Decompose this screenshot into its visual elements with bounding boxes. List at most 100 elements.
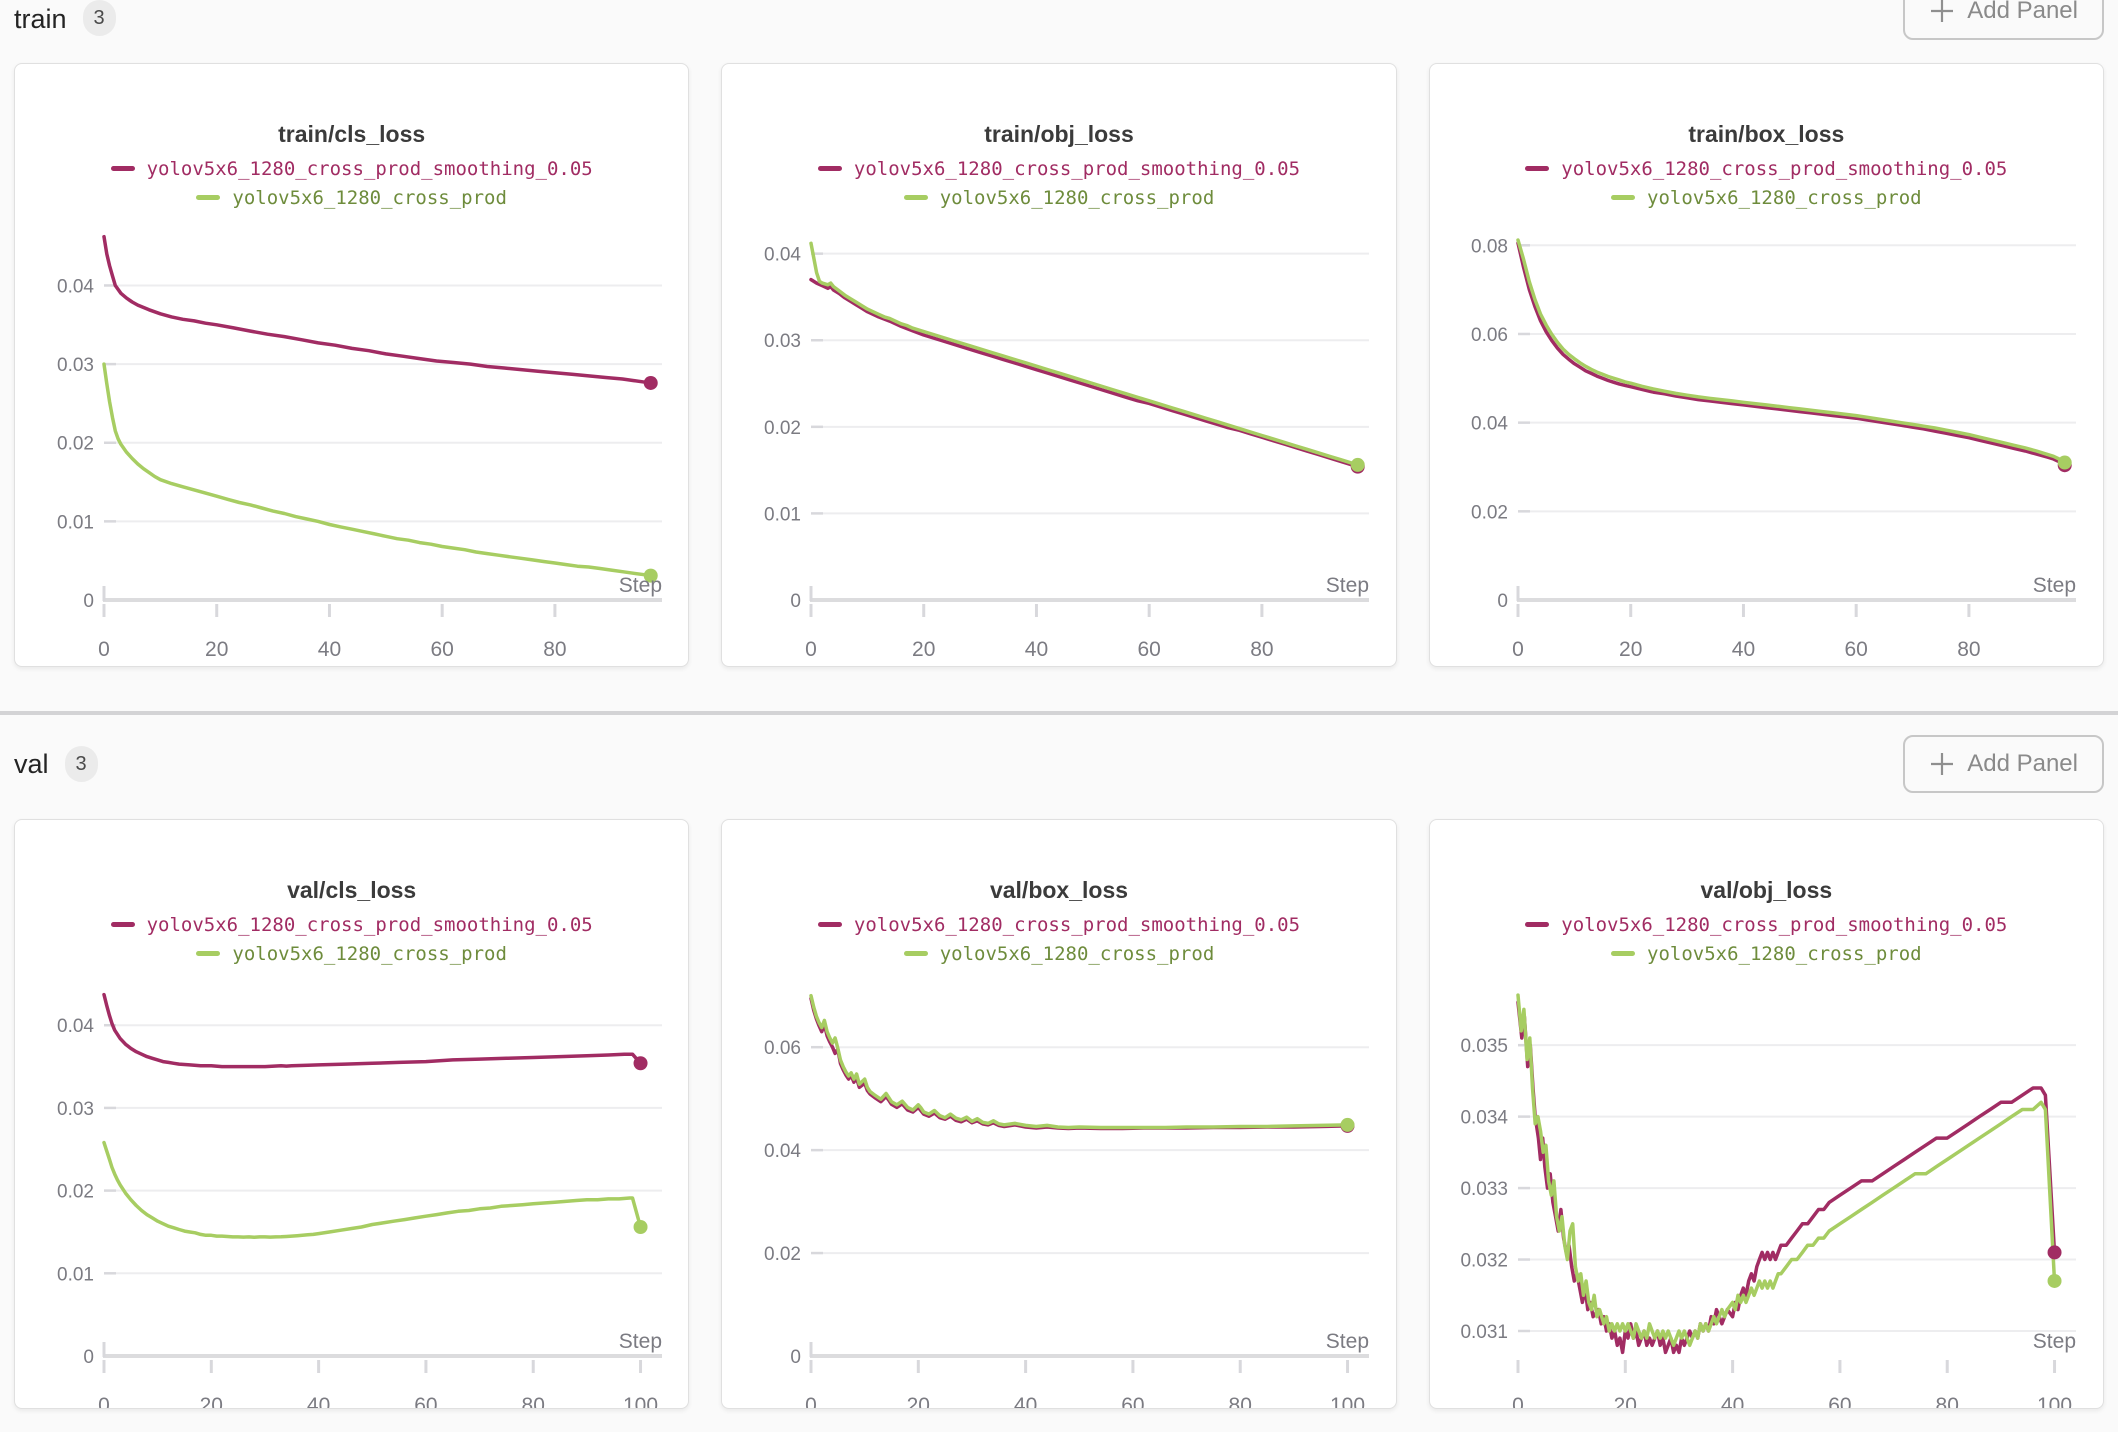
- svg-text:40: 40: [1014, 1394, 1037, 1409]
- chart-area[interactable]: 0 0.02 0.04 0.06 0 20 40 60 80 100 Step: [722, 978, 1395, 1409]
- svg-text:20: 20: [205, 638, 228, 661]
- svg-text:0: 0: [1498, 591, 1509, 612]
- plus-icon: [1929, 751, 1955, 777]
- chart-area[interactable]: 0.031 0.032 0.033 0.034 0.035 0 20 40 60 80 100 Ste…: [1430, 978, 2103, 1409]
- chart-area[interactable]: 0 0.02 0.04 0.06 0.08 0 20 40 60 80 Step: [1430, 222, 2103, 664]
- svg-text:0.04: 0.04: [57, 276, 94, 297]
- svg-text:0.02: 0.02: [57, 1182, 94, 1203]
- legend-item[interactable]: yolov5x6_1280_cross_prod_smoothing_0.05: [1430, 154, 2103, 183]
- svg-text:40: 40: [1721, 1394, 1744, 1409]
- chart-area[interactable]: 0 0.01 0.02 0.03 0.04 0 20 40 60 80 Step: [722, 222, 1395, 664]
- svg-text:80: 80: [543, 638, 566, 661]
- panel-row-val: val/cls_loss yolov5x6_1280_cross_prod_smo…: [14, 819, 2104, 1409]
- legend-item[interactable]: yolov5x6_1280_cross_prod_smoothing_0.05: [722, 154, 1395, 183]
- section-divider: [0, 711, 2118, 715]
- svg-text:0.02: 0.02: [764, 418, 801, 439]
- chart-panel: train/box_loss yolov5x6_1280_cross_prod_s…: [1428, 63, 2104, 667]
- svg-text:0.06: 0.06: [764, 1038, 801, 1059]
- svg-text:0.08: 0.08: [1471, 236, 1508, 257]
- svg-text:0: 0: [790, 591, 801, 612]
- legend-item[interactable]: yolov5x6_1280_cross_prod_smoothing_0.05: [1430, 910, 2103, 939]
- chart-title: val/cls_loss: [287, 877, 417, 903]
- svg-text:0.035: 0.035: [1461, 1036, 1509, 1057]
- legend-item[interactable]: yolov5x6_1280_cross_prod: [722, 183, 1395, 212]
- section-val: val 3 Add Panel val/cls_loss yolov5x6_128…: [0, 715, 2118, 1409]
- chart-area[interactable]: 0 0.01 0.02 0.03 0.04 0 20 40 60 80 Step: [15, 222, 688, 664]
- svg-text:60: 60: [1121, 1394, 1144, 1409]
- line-chart[interactable]: 0 0.01 0.02 0.03 0.04 0 20 40 60 80 100 Step: [26, 978, 678, 1409]
- line-chart[interactable]: 0 0.02 0.04 0.06 0.08 0 20 40 60 80 Step: [1440, 222, 2092, 664]
- svg-text:0.03: 0.03: [764, 331, 801, 352]
- svg-text:0: 0: [1512, 638, 1524, 661]
- x-axis-label: Step: [618, 1330, 661, 1353]
- legend-item[interactable]: yolov5x6_1280_cross_prod: [722, 939, 1395, 968]
- chart-title: val/obj_loss: [1700, 877, 1833, 903]
- svg-text:60: 60: [1137, 638, 1160, 661]
- legend-item[interactable]: yolov5x6_1280_cross_prod: [15, 939, 688, 968]
- svg-text:0.01: 0.01: [57, 512, 94, 533]
- plus-icon: [1929, 0, 1955, 24]
- svg-text:0: 0: [790, 1347, 801, 1368]
- svg-text:0.04: 0.04: [57, 1016, 94, 1037]
- chart-panel: val/box_loss yolov5x6_1280_cross_prod_smo…: [721, 819, 1397, 1409]
- legend-swatch-icon: [817, 922, 842, 927]
- chart-title: train/cls_loss: [278, 121, 426, 147]
- chart-area[interactable]: 0 0.01 0.02 0.03 0.04 0 20 40 60 80 100 Step: [15, 978, 688, 1409]
- legend-run-name: yolov5x6_1280_cross_prod: [939, 942, 1215, 965]
- svg-text:0: 0: [1512, 1394, 1524, 1409]
- legend-run-name: yolov5x6_1280_cross_prod: [232, 186, 507, 209]
- line-chart[interactable]: 0 0.02 0.04 0.06 0 20 40 60 80 100 Step: [733, 978, 1385, 1409]
- legend-item[interactable]: yolov5x6_1280_cross_prod_smoothing_0.05: [722, 910, 1395, 939]
- legend-swatch-icon: [110, 166, 135, 171]
- panel-row-train: train/cls_loss yolov5x6_1280_cross_prod_s…: [14, 63, 2104, 667]
- svg-text:0.02: 0.02: [764, 1244, 801, 1265]
- svg-text:0: 0: [98, 1394, 110, 1409]
- section-header-train: train 3 Add Panel: [14, 0, 2104, 40]
- line-chart[interactable]: 0.031 0.032 0.033 0.034 0.035 0 20 40 60 80 100 Ste…: [1440, 978, 2092, 1409]
- line-chart[interactable]: 0 0.01 0.02 0.03 0.04 0 20 40 60 80 Step: [26, 222, 678, 664]
- svg-text:0.04: 0.04: [764, 245, 801, 266]
- svg-text:100: 100: [2037, 1394, 2072, 1409]
- legend-item[interactable]: yolov5x6_1280_cross_prod: [15, 183, 688, 212]
- svg-text:40: 40: [307, 1394, 330, 1409]
- x-axis-label: Step: [618, 574, 661, 597]
- svg-text:20: 20: [1619, 638, 1642, 661]
- svg-text:0.02: 0.02: [1471, 502, 1508, 523]
- svg-text:60: 60: [1829, 1394, 1852, 1409]
- svg-text:20: 20: [199, 1394, 222, 1409]
- chart-legend: yolov5x6_1280_cross_prod_smoothing_0.05 y…: [1430, 154, 2103, 212]
- chart-title: train/box_loss: [1688, 121, 1845, 147]
- chart-legend: yolov5x6_1280_cross_prod_smoothing_0.05 y…: [1430, 910, 2103, 968]
- svg-text:0.04: 0.04: [764, 1141, 801, 1162]
- svg-text:0: 0: [805, 638, 817, 661]
- svg-text:20: 20: [1614, 1394, 1637, 1409]
- legend-swatch-icon: [196, 951, 221, 956]
- add-panel-label: Add Panel: [1967, 750, 2078, 777]
- x-axis-label: Step: [1326, 1330, 1369, 1353]
- legend-item[interactable]: yolov5x6_1280_cross_prod: [1430, 183, 2103, 212]
- add-panel-button-train[interactable]: Add Panel: [1903, 0, 2104, 40]
- legend-item[interactable]: yolov5x6_1280_cross_prod_smoothing_0.05: [15, 910, 688, 939]
- legend-item[interactable]: yolov5x6_1280_cross_prod_smoothing_0.05: [15, 154, 688, 183]
- legend-item[interactable]: yolov5x6_1280_cross_prod: [1430, 939, 2103, 968]
- chart-title: val/box_loss: [989, 877, 1129, 903]
- section-header-val: val 3 Add Panel: [14, 735, 2104, 793]
- legend-run-name: yolov5x6_1280_cross_prod_smoothing_0.05: [146, 913, 593, 936]
- chart-panel: val/cls_loss yolov5x6_1280_cross_prod_smo…: [14, 819, 690, 1409]
- chart-panel: train/cls_loss yolov5x6_1280_cross_prod_s…: [14, 63, 690, 667]
- svg-text:0: 0: [83, 591, 94, 612]
- legend-run-name: yolov5x6_1280_cross_prod_smoothing_0.05: [853, 157, 1301, 180]
- add-panel-label: Add Panel: [1967, 0, 2078, 24]
- legend-run-name: yolov5x6_1280_cross_prod_smoothing_0.05: [146, 157, 593, 180]
- legend-swatch-icon: [110, 922, 135, 927]
- svg-text:0.033: 0.033: [1461, 1179, 1509, 1200]
- svg-text:40: 40: [317, 638, 340, 661]
- line-chart[interactable]: 0 0.01 0.02 0.03 0.04 0 20 40 60 80 Step: [733, 222, 1385, 664]
- chart-title: train/obj_loss: [984, 121, 1134, 147]
- add-panel-button-val[interactable]: Add Panel: [1903, 735, 2104, 793]
- legend-swatch-icon: [1611, 951, 1636, 956]
